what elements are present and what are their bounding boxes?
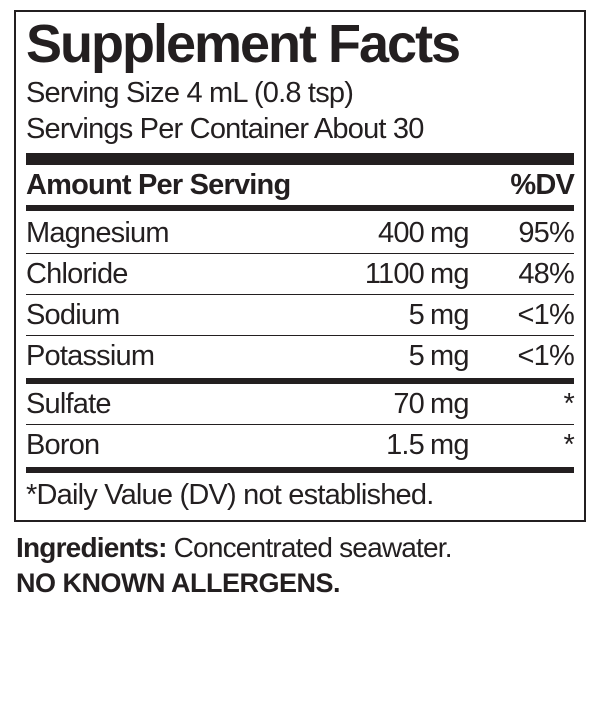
- panel-title: Supplement Facts: [26, 16, 574, 73]
- nutrient-section-2: Sulfate 70 mg * Boron 1.5 mg *: [26, 384, 574, 465]
- nutrient-amount: 1100: [128, 258, 430, 291]
- nutrient-dv: *: [482, 429, 574, 462]
- table-row: Sulfate 70 mg *: [26, 384, 574, 424]
- ingredients-label: Ingredients:: [16, 532, 167, 563]
- nutrient-dv: *: [482, 388, 574, 421]
- table-row: Boron 1.5 mg *: [26, 424, 574, 465]
- nutrient-amount: 1.5: [99, 429, 430, 462]
- table-row: Magnesium 400 mg 95%: [26, 213, 574, 253]
- dv-footnote: *Daily Value (DV) not established.: [26, 475, 574, 514]
- nutrient-amount: 5: [120, 299, 430, 332]
- servings-per-container: Servings Per Container About 30: [26, 111, 574, 147]
- header-dv: %DV: [510, 169, 574, 202]
- ingredients-line: Ingredients: Concentrated seawater.: [16, 532, 584, 564]
- nutrient-unit: mg: [430, 217, 482, 250]
- nutrient-name: Chloride: [26, 258, 128, 291]
- serving-size: Serving Size 4 mL (0.8 tsp): [26, 75, 574, 111]
- nutrient-amount: 400: [169, 217, 430, 250]
- nutrient-unit: mg: [430, 388, 482, 421]
- nutrient-name: Potassium: [26, 340, 154, 373]
- table-row: Potassium 5 mg <1%: [26, 335, 574, 376]
- nutrient-section-1: Magnesium 400 mg 95% Chloride 1100 mg 48…: [26, 213, 574, 376]
- allergen-statement: NO KNOWN ALLERGENS.: [16, 568, 584, 599]
- supplement-facts-panel: Supplement Facts Serving Size 4 mL (0.8 …: [14, 10, 586, 522]
- nutrient-name: Boron: [26, 429, 99, 462]
- rule-med-bottom: [26, 467, 574, 473]
- nutrient-dv: <1%: [482, 299, 574, 332]
- rule-thick-top: [26, 153, 574, 165]
- header-amount: Amount Per Serving: [26, 169, 290, 202]
- nutrient-dv: <1%: [482, 340, 574, 373]
- table-header: Amount Per Serving %DV: [26, 167, 574, 203]
- table-row: Chloride 1100 mg 48%: [26, 253, 574, 294]
- nutrient-amount: 70: [111, 388, 430, 421]
- nutrient-unit: mg: [430, 429, 482, 462]
- below-panel: Ingredients: Concentrated seawater. NO K…: [14, 522, 586, 599]
- ingredients-text: Concentrated seawater.: [167, 532, 452, 563]
- nutrient-unit: mg: [430, 340, 482, 373]
- nutrient-name: Sulfate: [26, 388, 111, 421]
- nutrient-unit: mg: [430, 258, 482, 291]
- nutrient-name: Sodium: [26, 299, 120, 332]
- rule-med-header: [26, 205, 574, 211]
- nutrient-unit: mg: [430, 299, 482, 332]
- nutrient-dv: 48%: [482, 258, 574, 291]
- table-row: Sodium 5 mg <1%: [26, 294, 574, 335]
- nutrient-dv: 95%: [482, 217, 574, 250]
- nutrient-amount: 5: [154, 340, 430, 373]
- nutrient-name: Magnesium: [26, 217, 169, 250]
